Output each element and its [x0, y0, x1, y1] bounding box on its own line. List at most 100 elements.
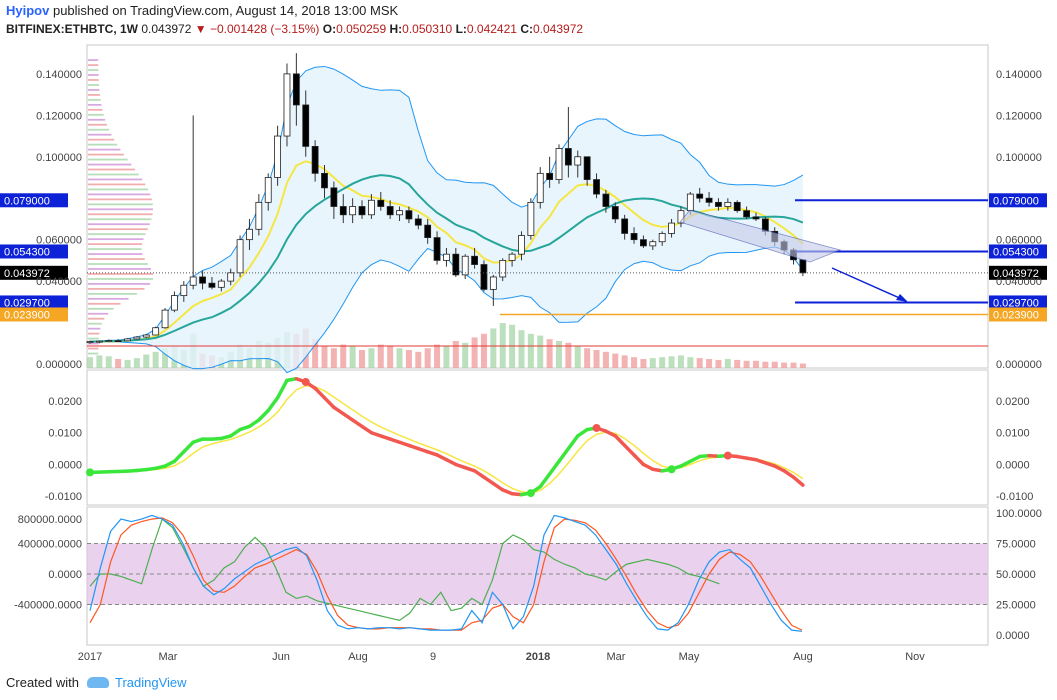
oscillator-cross-dot: [667, 465, 676, 474]
stoch-tick-right: 50.0000: [996, 569, 1036, 581]
publish-info: published on TradingView.com, August 14,…: [52, 3, 399, 18]
volume-bar: [96, 355, 103, 368]
volume-bar: [762, 361, 769, 368]
volume-profile-bar: [88, 143, 118, 146]
osc-tick-right: 0.0200: [996, 396, 1030, 408]
osc-tick-left: 0.0100: [48, 428, 82, 440]
oscillator-segment: [266, 396, 280, 413]
close-value: 0.043972: [532, 22, 584, 36]
price-tick-right: 0.040000: [996, 276, 1042, 288]
oscillator-segment: [163, 459, 177, 468]
volume-bar: [133, 358, 140, 368]
volume-bar: [330, 348, 337, 368]
volume-bar: [687, 357, 694, 368]
stoch-tick-left: 400000.0000: [18, 539, 82, 551]
oscillator-segment: [360, 424, 374, 435]
candle-body: [452, 253, 460, 276]
volume-profile-bar: [88, 268, 151, 270]
candle-body: [668, 222, 675, 234]
volume-profile-bar: [88, 59, 99, 61]
bollinger-upper-line: [89, 65, 804, 343]
volume-profile-bar: [88, 123, 107, 126]
candle-body: [171, 295, 178, 311]
volume-profile-bar: [88, 302, 121, 305]
volume-bar: [87, 357, 93, 368]
oscillator-segment: [172, 450, 186, 464]
osc-tick-left: -0.0100: [45, 491, 82, 503]
candle-body: [743, 210, 750, 218]
price-change: −0.001428 (−3.15%): [209, 22, 320, 36]
oscillator-segment: [791, 475, 805, 487]
candle-body: [546, 172, 554, 180]
tradingview-brand[interactable]: TradingView: [114, 675, 187, 690]
volume-profile-bar: [88, 94, 100, 96]
x-axis-tick: Aug: [348, 651, 368, 663]
last-price: 0.043972: [141, 22, 192, 36]
candle-body: [555, 148, 563, 180]
candle-body: [536, 172, 544, 203]
oscillator-segment: [228, 427, 242, 438]
volume-profile-bar: [88, 64, 99, 66]
volume-profile-bar: [88, 263, 148, 265]
oscillator-segment: [472, 469, 486, 479]
left-level-tag: [0, 307, 68, 322]
candle-body: [518, 235, 525, 255]
x-axis-tick: Mar: [159, 651, 178, 663]
volume-profile-bar: [88, 133, 112, 136]
volume-profile-bar: [88, 297, 129, 300]
stoch-tick-left: 800000.0000: [18, 514, 82, 526]
right-level-tag: [989, 295, 1047, 310]
volume-profile-bar: [88, 208, 154, 211]
volume-profile-bar: [88, 103, 102, 106]
left-level-label: 0.029700: [4, 297, 50, 309]
x-axis-tick: 2017: [78, 651, 102, 663]
volume-bar: [415, 351, 422, 368]
volume-bar: [527, 333, 534, 368]
right-level-tag: [989, 244, 1047, 259]
volume-bar: [452, 341, 459, 368]
left-level-label: 0.023900: [4, 309, 50, 321]
volume-bar: [631, 357, 638, 368]
candle-body: [292, 73, 300, 106]
volume-bar: [565, 342, 572, 368]
volume-bar: [462, 342, 469, 368]
x-axis-tick: Jun: [272, 651, 290, 663]
candle-body: [527, 201, 535, 236]
osc-tick-right: 0.0000: [996, 459, 1030, 471]
oscillator-segment: [482, 475, 496, 486]
candle-body: [715, 201, 722, 207]
candle-body: [217, 280, 225, 288]
volume-profile-bar: [88, 332, 100, 335]
oscillator-signal-line: [89, 384, 804, 494]
left-level-tag: [0, 244, 68, 259]
left-level-tag: [0, 265, 68, 280]
volume-profile-bar: [88, 113, 104, 116]
oscillator-cross-dot: [592, 423, 601, 432]
volume-bar: [790, 362, 797, 368]
volume-profile-bar: [88, 74, 99, 76]
volume-profile-bar: [88, 248, 142, 250]
volume-bar: [115, 359, 122, 368]
candle-body: [611, 206, 619, 220]
high-label: H:: [389, 22, 403, 36]
candle-body: [602, 193, 610, 207]
volume-profile-bar: [88, 173, 139, 176]
volume-bar: [124, 359, 131, 368]
volume-profile-bar: [88, 213, 153, 216]
author-name[interactable]: Hyipov: [6, 3, 50, 18]
publish-header: Hyipov published on TradingView.com, Aug…: [6, 3, 398, 18]
volume-profile-bar: [88, 233, 146, 236]
volume-bar: [443, 346, 450, 368]
candle-body: [733, 201, 741, 212]
candle-body: [799, 259, 807, 274]
volume-bar: [396, 348, 403, 368]
candle-body: [199, 276, 206, 284]
oscillator-segment: [332, 405, 346, 416]
volume-bar: [537, 335, 544, 368]
candle-body: [621, 218, 629, 234]
osc-tick-left: 0.0200: [48, 396, 82, 408]
candle-body: [105, 340, 113, 342]
volume-bar: [152, 351, 159, 368]
oscillator-segment: [613, 434, 627, 448]
